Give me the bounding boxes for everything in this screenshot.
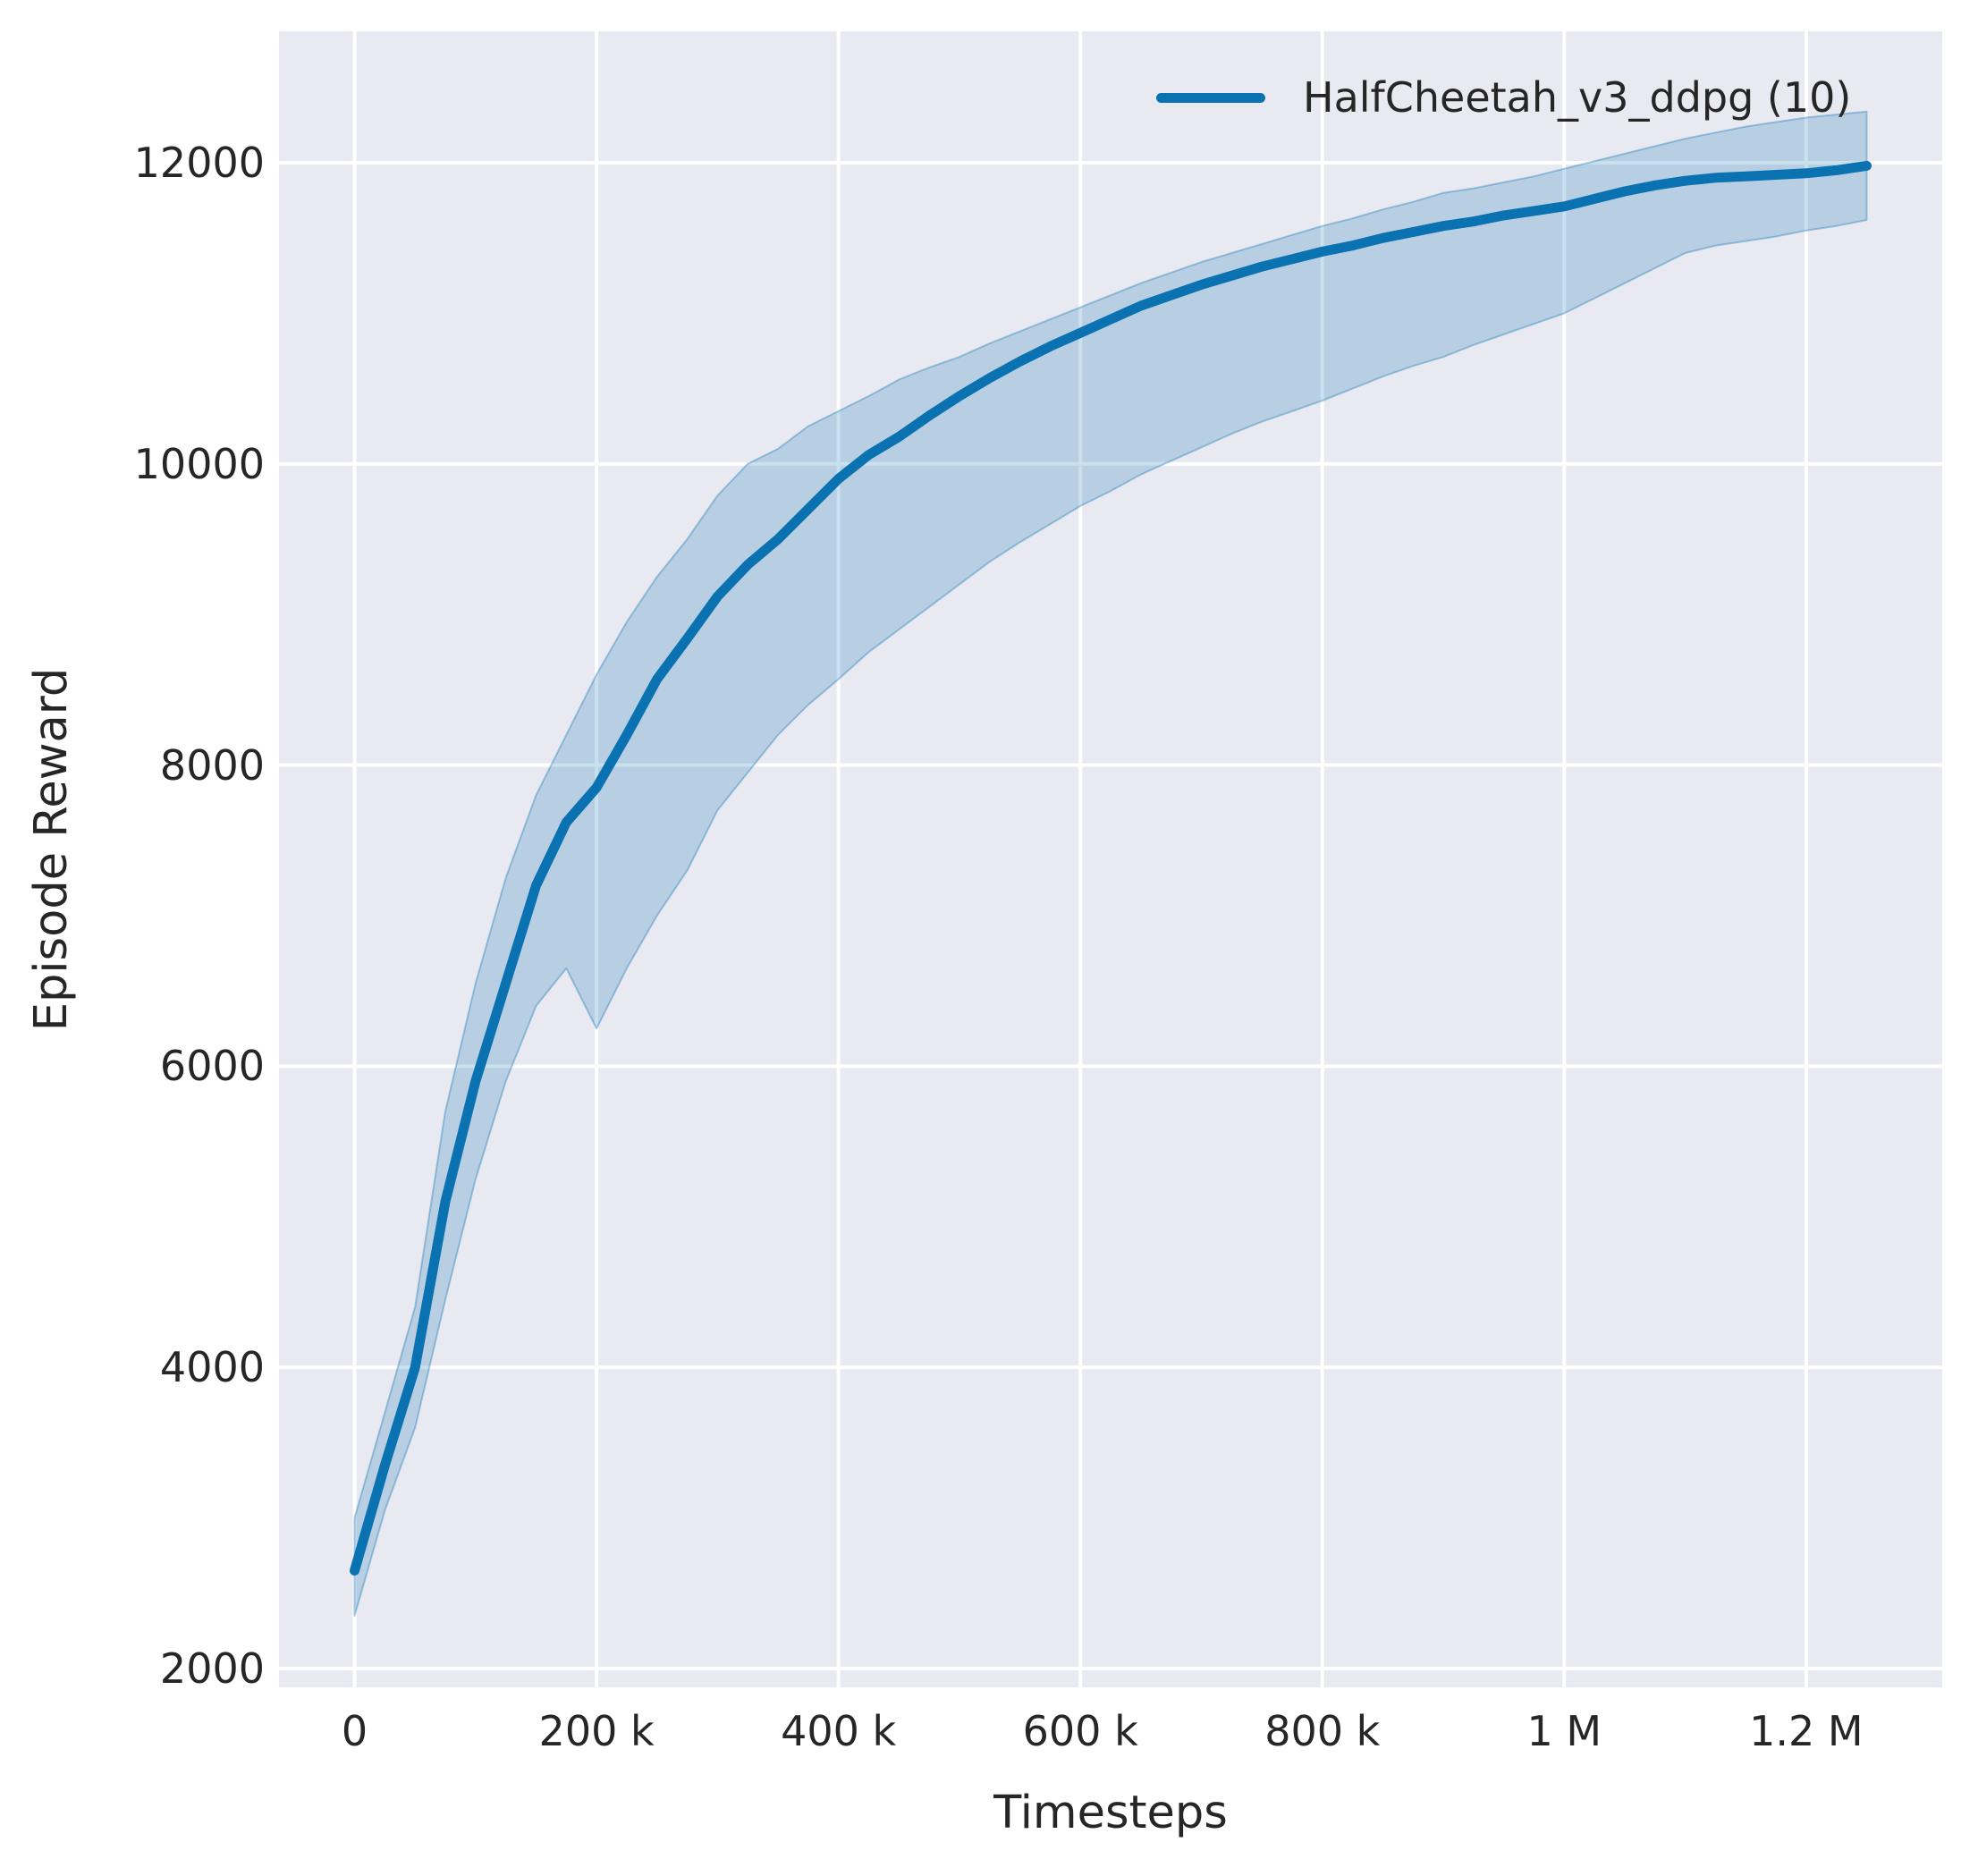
y-tick-label: 12000: [133, 139, 265, 187]
y-tick-label: 2000: [159, 1644, 265, 1693]
x-tick-label: 0: [341, 1707, 368, 1755]
x-tick-label: 800 k: [1264, 1707, 1381, 1755]
legend: HalfCheetah_v3_ddpg (10): [1156, 72, 1851, 123]
x-axis-label: Timesteps: [993, 1787, 1228, 1839]
y-axis-label: Episode Reward: [25, 667, 78, 1032]
x-tick-label: 1 M: [1526, 1707, 1602, 1755]
y-tick-label: 6000: [159, 1042, 265, 1091]
y-tick-label: 10000: [133, 439, 265, 488]
y-tick-label: 4000: [159, 1343, 265, 1392]
legend-line-sample-icon: [1156, 92, 1265, 103]
y-tick-label: 8000: [159, 740, 265, 790]
legend-series-label: HalfCheetah_v3_ddpg (10): [1303, 73, 1852, 122]
x-tick-label: 600 k: [1022, 1707, 1138, 1755]
x-tick-label: 1.2 M: [1749, 1707, 1864, 1755]
x-tick-label: 400 k: [781, 1707, 897, 1755]
x-tick-label: 200 k: [538, 1707, 655, 1755]
